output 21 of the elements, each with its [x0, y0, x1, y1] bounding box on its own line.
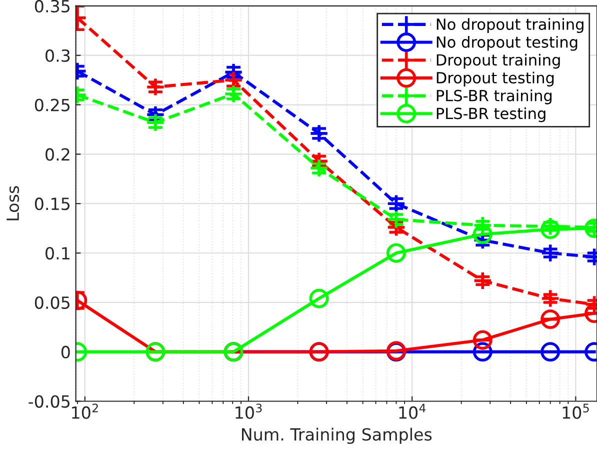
x-tick-label: 10$^{5}$: [562, 404, 589, 419]
legend-label: No dropout testing: [436, 36, 578, 51]
legend-label: Dropout training: [436, 54, 560, 69]
y-tick-label: 0.05: [34, 296, 70, 309]
legend-label: PLS-BR training: [436, 90, 552, 104]
y-tick-label: 0.15: [34, 198, 70, 210]
y-tick-label: 0.25: [34, 98, 70, 112]
y-axis-title: Loss: [6, 186, 20, 220]
legend-label: Dropout testing: [436, 72, 554, 86]
x-axis-title: Num. Training Samples: [242, 428, 432, 444]
y-tick-label: 0.1: [46, 246, 70, 260]
y-tick-label: 0: [61, 346, 70, 358]
y-tick-label: -0.05: [28, 395, 70, 408]
legend-label: PLS-BR testing: [436, 107, 546, 122]
x-tick-label: 10$^{2}$: [72, 404, 98, 419]
y-tick-label: 0.3: [46, 49, 70, 62]
y-tick-label: 0.35: [34, 0, 70, 13]
y-tick-label: 0.2: [46, 148, 70, 161]
x-tick-label: 10$^{4}$: [399, 404, 426, 419]
legend-label: No dropout training: [436, 18, 584, 33]
x-tick-label: 10$^{3}$: [236, 404, 262, 419]
